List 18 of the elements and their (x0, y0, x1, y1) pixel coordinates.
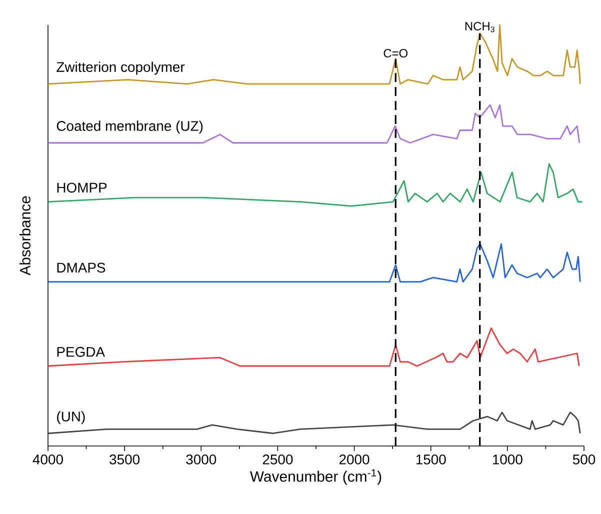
y-axis-title: Absorbance (20, 196, 30, 276)
series-label: DMAPS (57, 262, 106, 273)
x-tick-label: 1000 (492, 454, 522, 464)
x-tick-label: 500 (572, 454, 596, 464)
ref-line-label: C=O (384, 49, 408, 58)
series-label: (UN) (57, 411, 85, 424)
series-label: PEGDA (57, 346, 105, 357)
x-tick-label: 3500 (110, 454, 140, 464)
series-label: Zwitterion copolymer (56, 62, 185, 75)
series-label: HOMPP (57, 182, 107, 193)
series-label: Coated membrane (UZ) (56, 120, 203, 134)
x-tick-label: 1500 (416, 454, 446, 464)
x-tick-label: 2500 (262, 454, 293, 464)
x-tick-label: 4000 (32, 454, 63, 464)
x-axis-title: Wavenumber (cm$^{-1}$) (250, 469, 382, 485)
x-tick-label: 3000 (186, 454, 216, 464)
x-tick-label: 2000 (339, 454, 370, 464)
ref-line-label: NCH$_{3}$ (465, 22, 494, 32)
